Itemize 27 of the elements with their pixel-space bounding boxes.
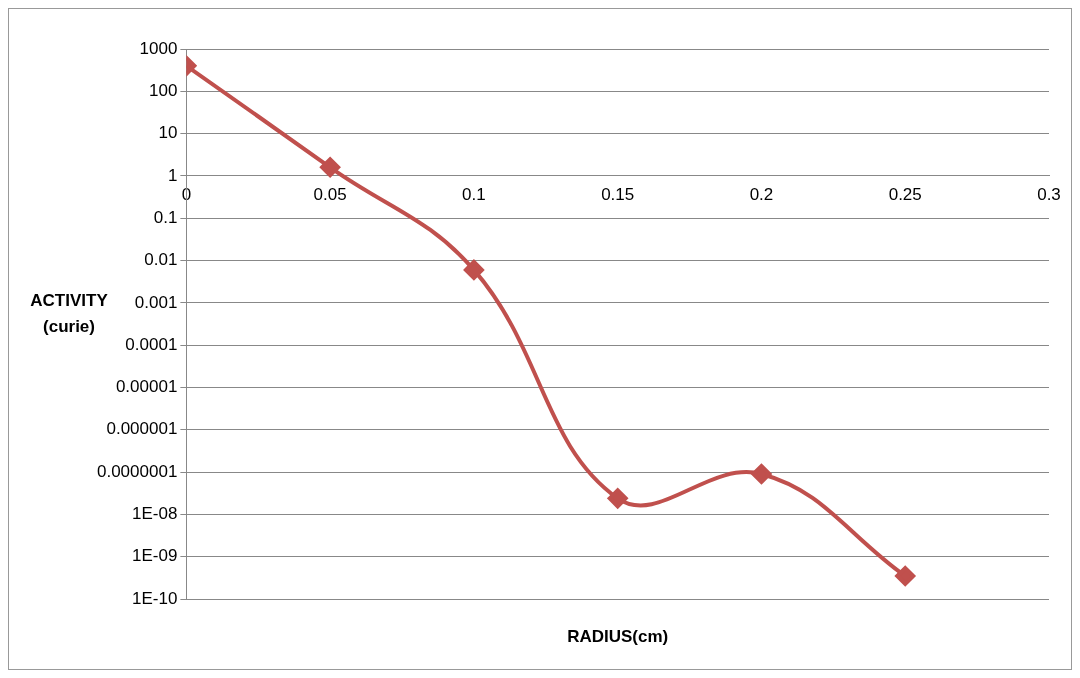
y-tick-label: 0.000001 — [106, 419, 178, 439]
y-tick-label: 1E-09 — [131, 546, 178, 566]
y-tick-label: 10 — [158, 123, 178, 143]
x-tick-label: 0.1 — [462, 184, 486, 204]
y-tick-label: 0.00001 — [115, 377, 178, 397]
y-tick-label: 1 — [167, 165, 178, 185]
y-tick-label: 1E-10 — [131, 588, 178, 608]
y-tick-label: 0.01 — [144, 250, 178, 270]
point — [607, 488, 628, 509]
y-tick-label: 0.0001 — [125, 334, 178, 354]
point — [751, 464, 772, 485]
x-tick-label: 0.15 — [601, 184, 635, 204]
x-tick-label: 0.2 — [749, 184, 774, 204]
x-tick-label: 0.3 — [1037, 184, 1061, 204]
y-tick-label: 0.1 — [153, 207, 178, 227]
point — [463, 259, 484, 280]
x-axis-title: RADIUS(cm) — [567, 626, 669, 646]
y-axis-title: ACTIVITY (curie) — [30, 290, 109, 336]
y-tick-label: 1E-08 — [131, 504, 178, 524]
x-tick-label: 0.25 — [888, 184, 922, 204]
y-tick-label: 0.001 — [134, 292, 178, 312]
point — [895, 565, 916, 586]
x-tick-label: 0.05 — [313, 184, 347, 204]
y-tick-label: 1000 — [139, 38, 178, 58]
point — [320, 157, 341, 178]
y-tick-label: 0.0000001 — [96, 461, 178, 481]
y-tick-label: 100 — [148, 81, 178, 100]
